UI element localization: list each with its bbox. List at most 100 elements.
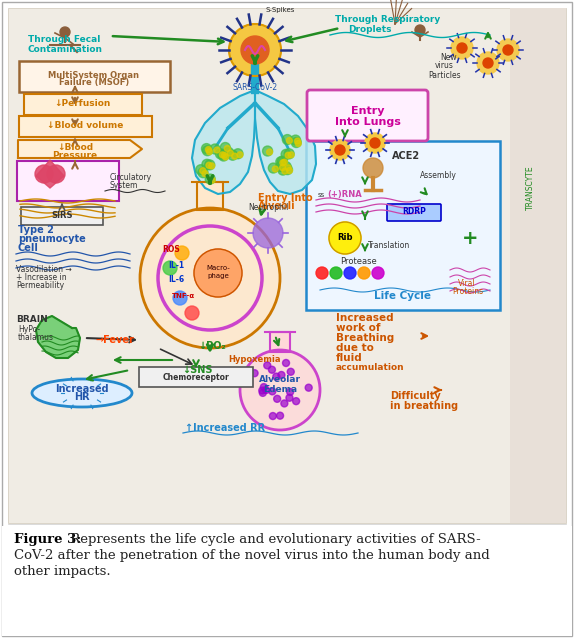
- Polygon shape: [36, 160, 64, 188]
- Text: Alveoli: Alveoli: [258, 201, 296, 211]
- Circle shape: [286, 394, 293, 401]
- Circle shape: [224, 145, 230, 151]
- Circle shape: [330, 267, 342, 279]
- FancyBboxPatch shape: [2, 526, 572, 636]
- Text: Difficulty: Difficulty: [390, 391, 441, 401]
- Text: Viral: Viral: [458, 279, 476, 288]
- Circle shape: [285, 152, 291, 158]
- Circle shape: [219, 151, 228, 161]
- Text: ss: ss: [318, 192, 325, 198]
- Text: accumulation: accumulation: [336, 364, 405, 373]
- Text: Entry: Entry: [351, 106, 385, 116]
- Text: S-Spikes: S-Spikes: [265, 7, 294, 13]
- Circle shape: [173, 291, 187, 305]
- Text: Circulatory: Circulatory: [110, 174, 152, 182]
- Text: System: System: [110, 181, 138, 191]
- Circle shape: [209, 163, 215, 169]
- Polygon shape: [36, 316, 80, 358]
- Text: Figure 3:: Figure 3:: [14, 533, 82, 547]
- Circle shape: [290, 135, 301, 145]
- Circle shape: [207, 149, 212, 154]
- Circle shape: [261, 383, 267, 390]
- Circle shape: [276, 157, 286, 167]
- Circle shape: [205, 147, 211, 152]
- Text: HyPo-: HyPo-: [18, 325, 40, 334]
- Circle shape: [215, 149, 226, 159]
- Circle shape: [363, 158, 383, 178]
- Circle shape: [237, 152, 243, 158]
- Circle shape: [35, 165, 53, 183]
- Circle shape: [282, 168, 288, 174]
- Circle shape: [277, 156, 288, 166]
- Text: Increased: Increased: [336, 313, 394, 323]
- Text: Pressure: Pressure: [52, 151, 98, 160]
- Circle shape: [286, 138, 292, 144]
- Circle shape: [223, 154, 228, 160]
- Circle shape: [201, 144, 211, 154]
- Circle shape: [251, 369, 258, 376]
- Circle shape: [293, 397, 300, 404]
- Text: ACE2: ACE2: [392, 151, 420, 161]
- Text: ↓SNS: ↓SNS: [182, 365, 212, 375]
- Circle shape: [218, 149, 227, 160]
- Text: phage: phage: [207, 273, 229, 279]
- Circle shape: [477, 52, 499, 74]
- Text: Macro-: Macro-: [206, 265, 230, 271]
- Circle shape: [269, 413, 276, 420]
- Circle shape: [214, 147, 220, 153]
- Circle shape: [286, 389, 294, 396]
- Circle shape: [305, 384, 312, 391]
- Text: +: +: [461, 228, 478, 248]
- Text: Type 2: Type 2: [18, 225, 54, 235]
- Circle shape: [259, 389, 266, 396]
- Circle shape: [330, 140, 350, 160]
- Circle shape: [294, 138, 301, 144]
- Text: Entry Into: Entry Into: [258, 193, 313, 203]
- Circle shape: [372, 267, 384, 279]
- Circle shape: [205, 174, 215, 184]
- Text: ↓Perfusion: ↓Perfusion: [54, 100, 110, 108]
- Circle shape: [222, 152, 227, 158]
- Text: IL-6: IL-6: [168, 276, 184, 285]
- FancyBboxPatch shape: [387, 204, 441, 221]
- Text: Translation: Translation: [368, 242, 410, 251]
- Polygon shape: [192, 90, 255, 194]
- Circle shape: [264, 362, 271, 369]
- Text: New: New: [440, 54, 457, 63]
- Circle shape: [278, 165, 288, 175]
- FancyBboxPatch shape: [24, 94, 142, 114]
- Text: ROS: ROS: [162, 246, 180, 255]
- Circle shape: [282, 165, 293, 175]
- Text: pneumocyte: pneumocyte: [18, 234, 86, 244]
- Circle shape: [210, 144, 220, 154]
- FancyBboxPatch shape: [307, 90, 428, 141]
- Circle shape: [281, 160, 288, 165]
- Circle shape: [285, 165, 291, 171]
- Circle shape: [229, 24, 281, 76]
- Text: →Fever: →Fever: [95, 335, 134, 345]
- FancyBboxPatch shape: [306, 141, 500, 310]
- FancyBboxPatch shape: [17, 161, 119, 201]
- Circle shape: [175, 246, 189, 260]
- Circle shape: [277, 412, 284, 419]
- Text: SARS-CoV-2: SARS-CoV-2: [232, 84, 278, 93]
- Text: Droplets: Droplets: [348, 26, 391, 34]
- Circle shape: [60, 27, 70, 37]
- Text: virus: virus: [435, 61, 454, 71]
- Circle shape: [344, 267, 356, 279]
- FancyBboxPatch shape: [197, 182, 223, 210]
- Circle shape: [223, 147, 234, 157]
- Circle shape: [497, 39, 519, 61]
- Text: Failure (MSOF): Failure (MSOF): [59, 78, 129, 87]
- Text: HR: HR: [74, 392, 90, 402]
- Text: work of: work of: [336, 323, 381, 333]
- Circle shape: [263, 387, 270, 394]
- Circle shape: [282, 359, 289, 366]
- Circle shape: [282, 135, 292, 145]
- Circle shape: [206, 162, 212, 168]
- Text: CoV-2 after the penetration of the novel virus into the human body and: CoV-2 after the penetration of the novel…: [14, 549, 490, 563]
- Circle shape: [198, 168, 208, 177]
- Circle shape: [280, 160, 286, 166]
- FancyBboxPatch shape: [270, 332, 290, 352]
- Circle shape: [232, 153, 238, 160]
